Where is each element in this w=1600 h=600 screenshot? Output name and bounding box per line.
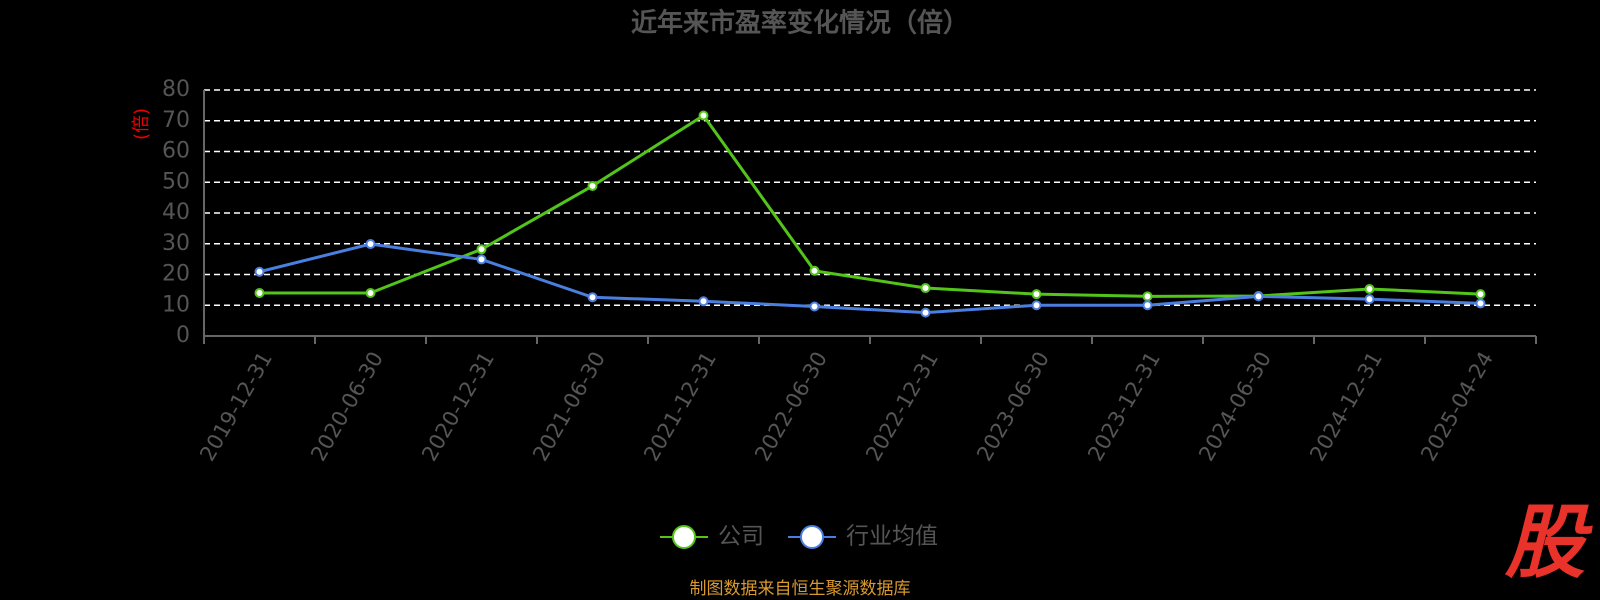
data-point — [587, 292, 598, 303]
data-point — [1475, 289, 1486, 300]
y-tick-label: 40 — [162, 200, 190, 225]
x-tick-label: 2024-06-30 — [1194, 348, 1276, 466]
data-point — [1142, 291, 1153, 302]
data-point — [698, 110, 709, 121]
y-tick-label: 0 — [176, 323, 190, 348]
y-tick-label: 20 — [162, 262, 190, 287]
y-tick-label: 70 — [162, 108, 190, 133]
x-tick-label: 2020-12-31 — [417, 348, 499, 466]
data-point — [809, 265, 820, 276]
logo: 股 — [1504, 496, 1593, 589]
data-point — [698, 296, 709, 307]
x-tick-label: 2025-04-24 — [1416, 348, 1498, 466]
data-point — [1142, 300, 1153, 311]
y-tick-label: 60 — [162, 139, 190, 164]
chart-title: 近年来市盈率变化情况（倍） — [631, 8, 969, 39]
x-tick-label: 2019-12-31 — [195, 348, 277, 466]
y-tick-label: 30 — [162, 231, 190, 256]
series-line — [259, 242, 1481, 315]
legend-label: 公司 — [718, 524, 764, 550]
x-tick-label: 2024-12-31 — [1305, 348, 1387, 466]
data-point — [920, 283, 931, 294]
data-point — [476, 244, 487, 255]
data-point — [1253, 291, 1264, 302]
data-point — [1031, 300, 1042, 311]
data-point — [254, 266, 265, 277]
series-line — [259, 113, 1481, 298]
data-point — [1364, 294, 1375, 305]
x-tick-label: 2022-12-31 — [861, 348, 943, 466]
source-note: 制图数据来自恒生聚源数据库 — [690, 579, 911, 599]
data-point — [587, 180, 598, 191]
y-tick-label: 50 — [162, 169, 190, 194]
y-tick-label: 10 — [162, 292, 190, 317]
x-tick-label: 2022-06-30 — [750, 348, 832, 466]
legend-label: 行业均值 — [846, 524, 938, 550]
data-point — [920, 307, 931, 318]
data-point — [476, 254, 487, 265]
x-tick-label: 2021-12-31 — [639, 348, 721, 466]
y-axis-label: (倍) — [131, 108, 152, 140]
x-tick-label: 2023-06-30 — [972, 348, 1054, 466]
y-tick-label: 80 — [162, 77, 190, 102]
legend-marker — [800, 525, 824, 549]
data-point — [809, 301, 820, 312]
data-point — [254, 287, 265, 298]
data-point — [1475, 298, 1486, 309]
x-tick-label: 2020-06-30 — [306, 348, 388, 466]
data-point — [365, 287, 376, 298]
x-tick-label: 2023-12-31 — [1083, 348, 1165, 466]
data-point — [1364, 283, 1375, 294]
data-point — [1031, 289, 1042, 300]
x-tick-label: 2021-06-30 — [528, 348, 610, 466]
legend-marker — [672, 525, 696, 549]
data-point — [365, 239, 376, 250]
